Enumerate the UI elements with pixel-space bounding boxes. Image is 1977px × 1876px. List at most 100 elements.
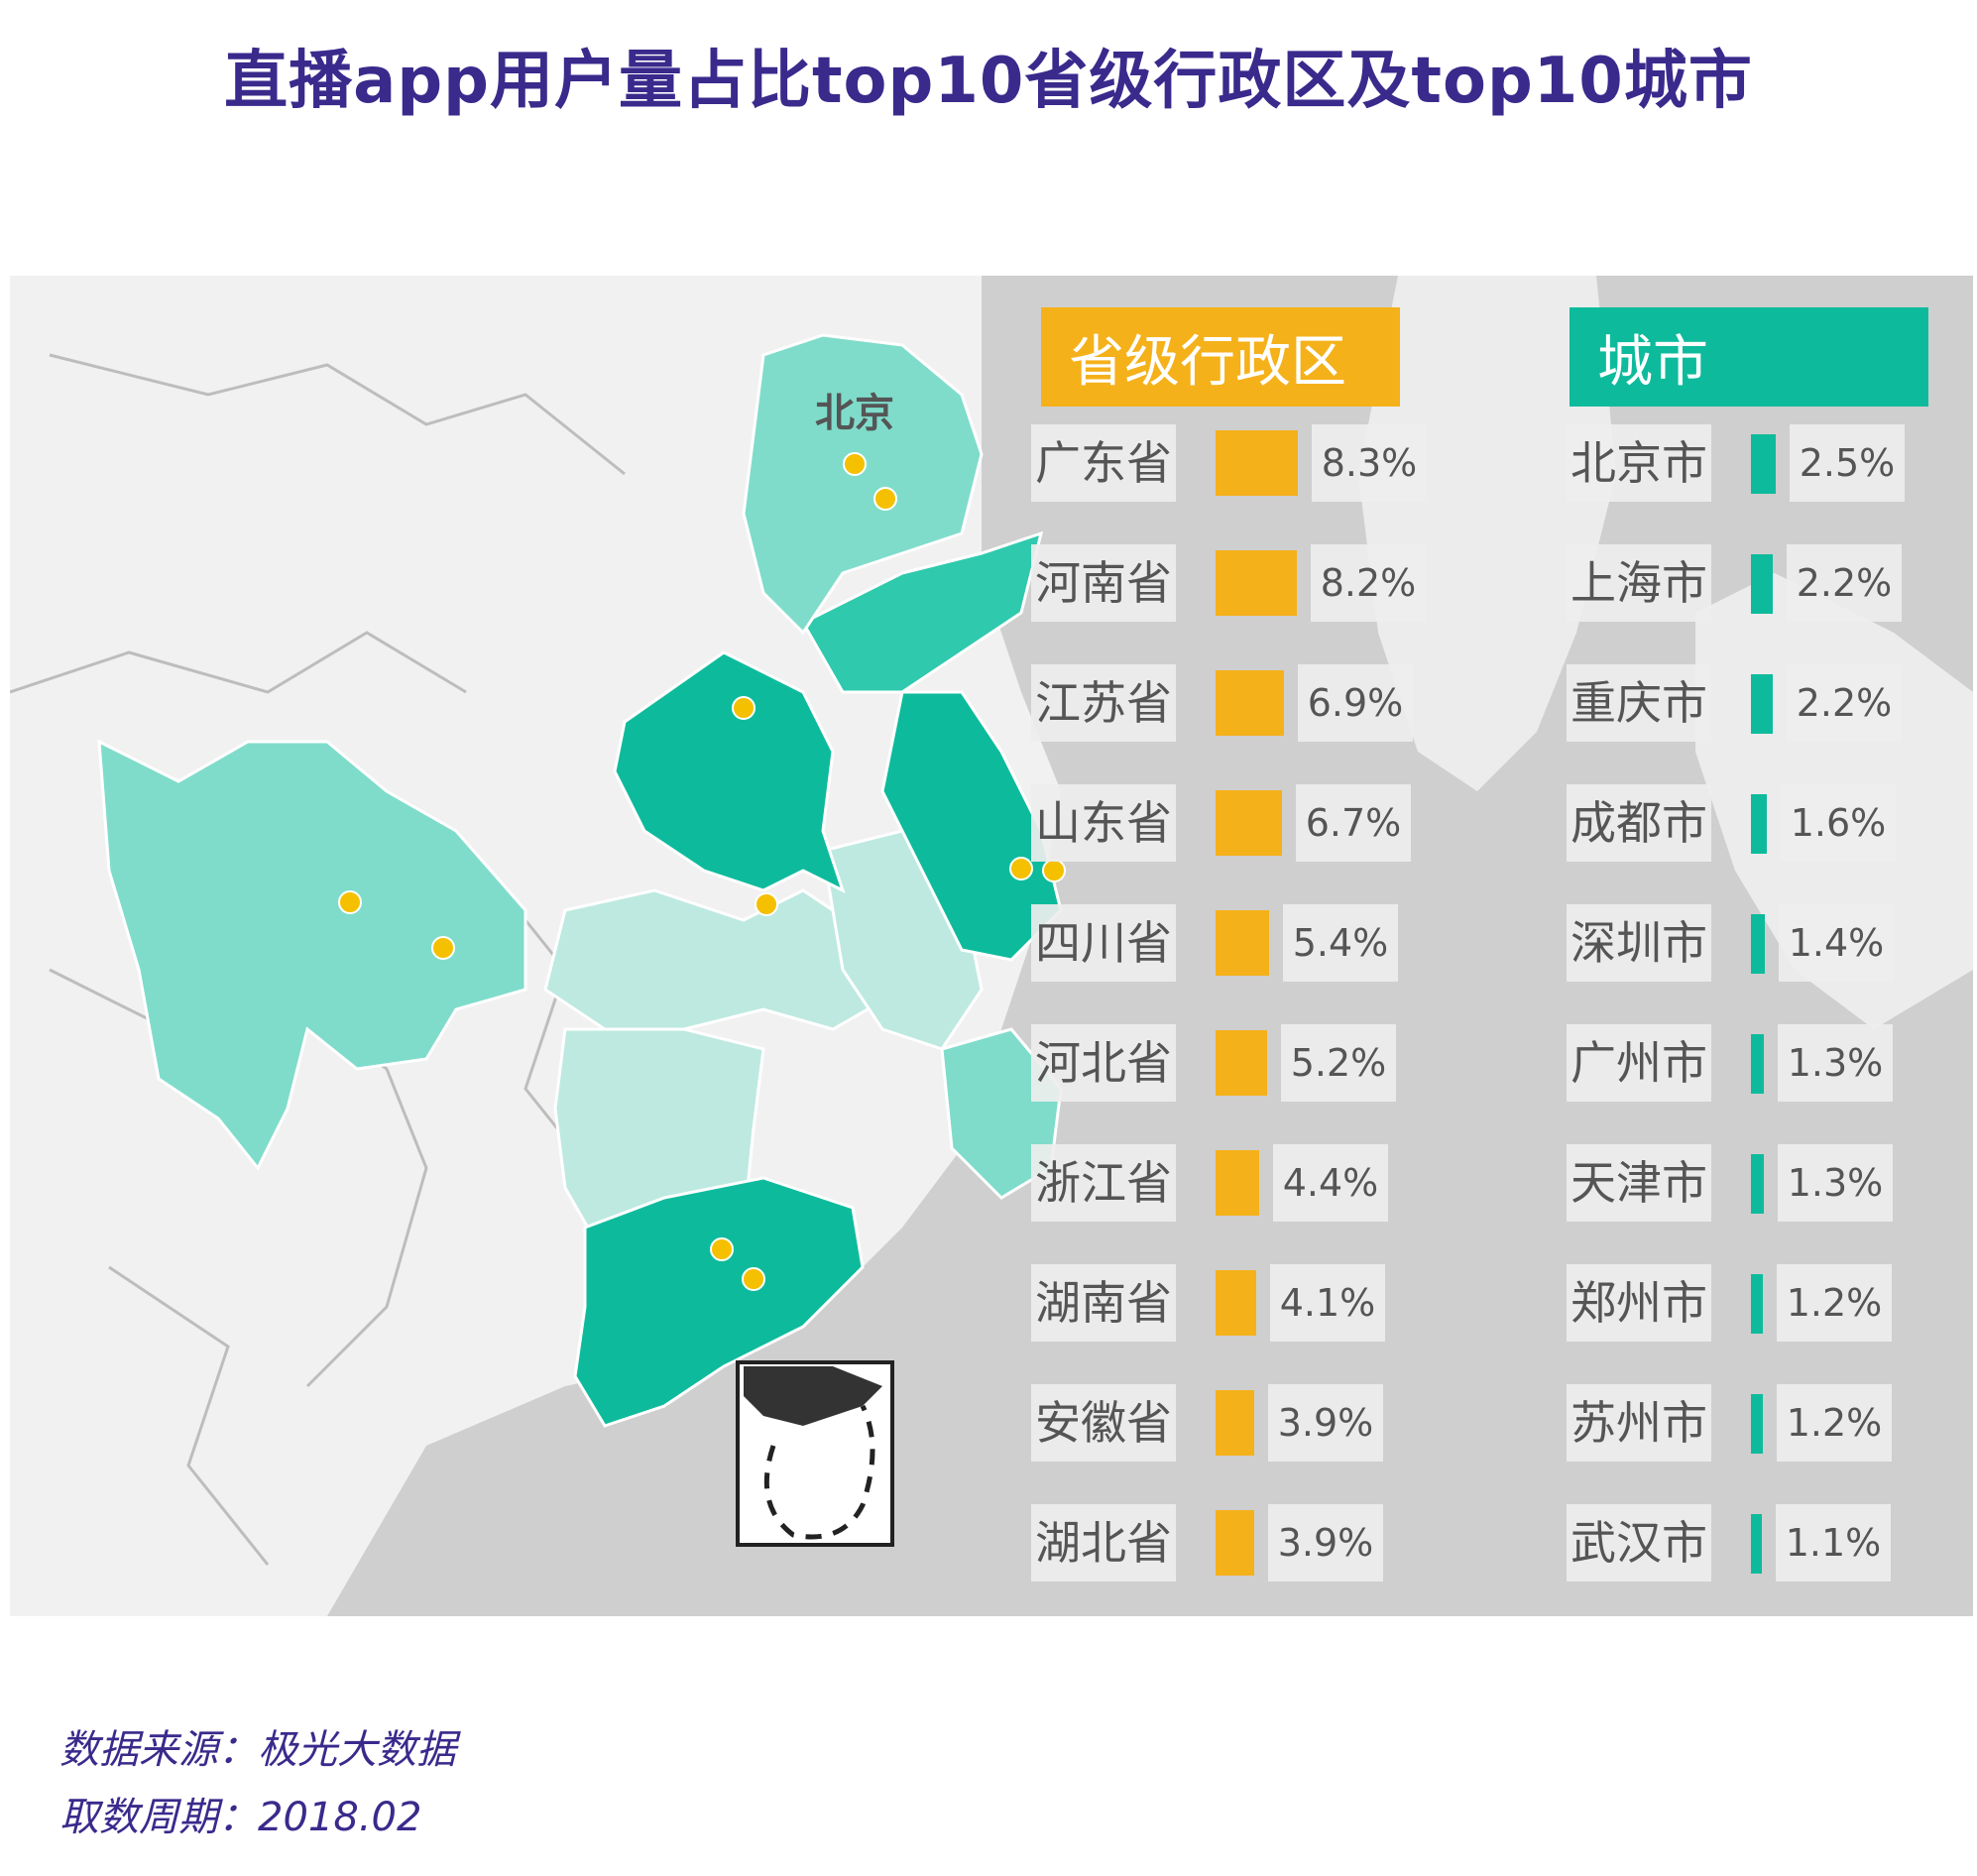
city-label: 苏州市	[1567, 1384, 1711, 1462]
city-value-label: 1.4%	[1779, 904, 1894, 982]
city-bar	[1751, 1274, 1763, 1334]
city-row: 苏州市 1.2%	[1567, 1384, 1977, 1462]
dot-guangzhou	[710, 1237, 734, 1261]
province-header: 省级行政区	[1041, 307, 1400, 407]
province-value-label: 8.2%	[1311, 544, 1426, 622]
province-bar	[1216, 550, 1297, 616]
map-label-beijing: 北京	[815, 391, 894, 436]
city-value-label: 1.1%	[1776, 1504, 1891, 1582]
province-bar	[1216, 1390, 1254, 1456]
south-sea-inset	[736, 1360, 894, 1547]
province-row: 山东省 6.7%	[1031, 784, 1626, 862]
city-bar	[1751, 1034, 1764, 1094]
dot-chongqing	[431, 936, 455, 960]
city-row: 北京市 2.5%	[1567, 424, 1977, 502]
city-label: 成都市	[1567, 784, 1711, 862]
province-row: 湖北省 3.9%	[1031, 1504, 1626, 1582]
dot-tianjin	[873, 487, 897, 511]
province-value-label: 3.9%	[1268, 1384, 1383, 1462]
city-bar	[1751, 554, 1773, 614]
province-row: 安徽省 3.9%	[1031, 1384, 1626, 1462]
city-value-label: 1.2%	[1777, 1384, 1892, 1462]
dot-beijing	[843, 452, 867, 476]
province-value-label: 6.7%	[1296, 784, 1411, 862]
city-label: 北京市	[1567, 424, 1711, 502]
city-value-label: 1.3%	[1778, 1024, 1893, 1102]
city-label: 上海市	[1567, 544, 1711, 622]
province-label: 江苏省	[1031, 664, 1176, 742]
province-value-label: 5.4%	[1283, 904, 1398, 982]
city-row: 广州市 1.3%	[1567, 1024, 1977, 1102]
province-bar	[1216, 790, 1282, 856]
city-value-label: 1.6%	[1781, 784, 1896, 862]
region-shandong	[800, 530, 1044, 694]
province-row: 湖南省 4.1%	[1031, 1264, 1626, 1342]
period-line: 取数周期：2018.02	[59, 1795, 422, 1840]
city-bar	[1751, 1514, 1762, 1574]
city-bar	[1751, 794, 1767, 854]
province-value-label: 8.3%	[1312, 424, 1427, 502]
city-label: 重庆市	[1567, 664, 1711, 742]
province-bar	[1216, 1150, 1259, 1216]
city-label: 郑州市	[1567, 1264, 1711, 1342]
province-label: 安徽省	[1031, 1384, 1176, 1462]
province-bar	[1216, 1030, 1267, 1096]
province-row: 广东省 8.3%	[1031, 424, 1626, 502]
province-row: 四川省 5.4%	[1031, 904, 1626, 982]
city-bar	[1751, 914, 1765, 974]
city-row: 重庆市 2.2%	[1567, 664, 1977, 742]
province-label: 四川省	[1031, 904, 1176, 982]
city-label: 广州市	[1567, 1024, 1711, 1102]
dot-shenzhen	[742, 1267, 765, 1291]
city-value-label: 2.5%	[1790, 424, 1905, 502]
province-row: 江苏省 6.9%	[1031, 664, 1626, 742]
city-value-label: 2.2%	[1787, 544, 1902, 622]
province-label: 广东省	[1031, 424, 1176, 502]
city-row: 武汉市 1.1%	[1567, 1504, 1977, 1582]
province-bar	[1216, 1270, 1256, 1336]
province-row: 河南省 8.2%	[1031, 544, 1626, 622]
province-value-label: 4.4%	[1273, 1144, 1388, 1222]
province-label: 湖南省	[1031, 1264, 1176, 1342]
city-value-label: 2.2%	[1787, 664, 1902, 742]
province-label: 河北省	[1031, 1024, 1176, 1102]
province-row: 浙江省 4.4%	[1031, 1144, 1626, 1222]
city-value-label: 1.3%	[1778, 1144, 1893, 1222]
dot-wuhan	[755, 892, 778, 916]
city-value-label: 1.2%	[1777, 1264, 1892, 1342]
region-henan	[613, 650, 846, 893]
province-bar	[1216, 430, 1298, 496]
city-bar	[1751, 1394, 1763, 1454]
city-dots	[338, 452, 1066, 1291]
dot-zhengzhou	[732, 696, 756, 720]
region-hebei	[742, 333, 984, 636]
chart-title: 直播app用户量占比top10省级行政区及top10城市	[224, 45, 1753, 118]
source-line: 数据来源：极光大数据	[59, 1727, 456, 1773]
city-header: 城市	[1570, 307, 1928, 407]
city-row: 郑州市 1.2%	[1567, 1264, 1977, 1342]
province-label: 河南省	[1031, 544, 1176, 622]
province-bar	[1216, 670, 1284, 736]
dot-chengdu	[338, 890, 362, 914]
city-row: 天津市 1.3%	[1567, 1144, 1977, 1222]
city-row: 上海市 2.2%	[1567, 544, 1977, 622]
city-bar	[1751, 674, 1773, 734]
province-bar	[1216, 910, 1269, 976]
province-label: 湖北省	[1031, 1504, 1176, 1582]
dot-shanghai	[1009, 857, 1033, 880]
region-guangdong	[573, 1176, 865, 1428]
city-label: 天津市	[1567, 1144, 1711, 1222]
city-label: 深圳市	[1567, 904, 1711, 982]
korea-peninsula	[1358, 276, 1616, 791]
province-row: 河北省 5.2%	[1031, 1024, 1626, 1102]
city-row: 成都市 1.6%	[1567, 784, 1977, 862]
province-value-label: 3.9%	[1268, 1504, 1383, 1582]
city-label: 武汉市	[1567, 1504, 1711, 1582]
city-bar	[1751, 1154, 1764, 1214]
dot-suzhou	[1042, 859, 1066, 882]
province-label: 浙江省	[1031, 1144, 1176, 1222]
province-value-label: 6.9%	[1298, 664, 1413, 742]
province-value-label: 5.2%	[1281, 1024, 1396, 1102]
province-label: 山东省	[1031, 784, 1176, 862]
province-value-label: 4.1%	[1270, 1264, 1385, 1342]
